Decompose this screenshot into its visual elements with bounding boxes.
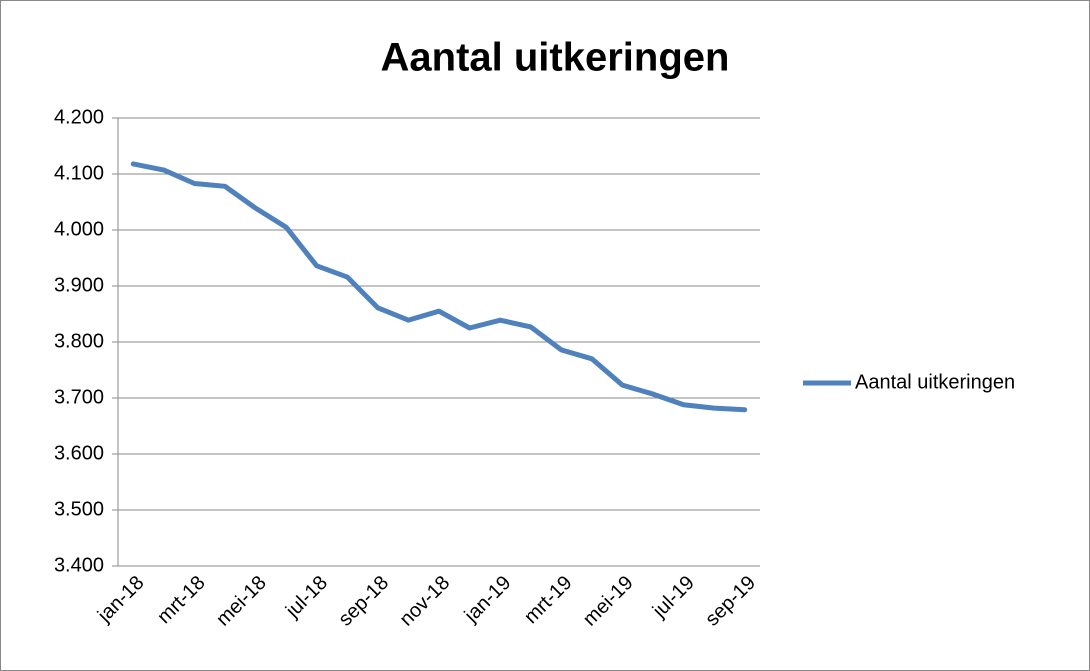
y-tick-label: 3.700 <box>54 386 104 408</box>
y-tick-label: 3.900 <box>54 274 104 296</box>
y-tick-label: 4.100 <box>54 162 104 184</box>
y-tick-label: 3.500 <box>54 498 104 520</box>
y-tick-label: 3.400 <box>54 554 104 576</box>
y-tick-label: 4.200 <box>54 106 104 128</box>
y-tick-label: 3.800 <box>54 330 104 352</box>
y-tick-label: 3.600 <box>54 442 104 464</box>
y-tick-label: 4.000 <box>54 218 104 240</box>
legend-label: Aantal uitkeringen <box>855 371 1015 393</box>
data-line <box>130 161 748 413</box>
chart-title: Aantal uitkeringen <box>381 36 730 80</box>
